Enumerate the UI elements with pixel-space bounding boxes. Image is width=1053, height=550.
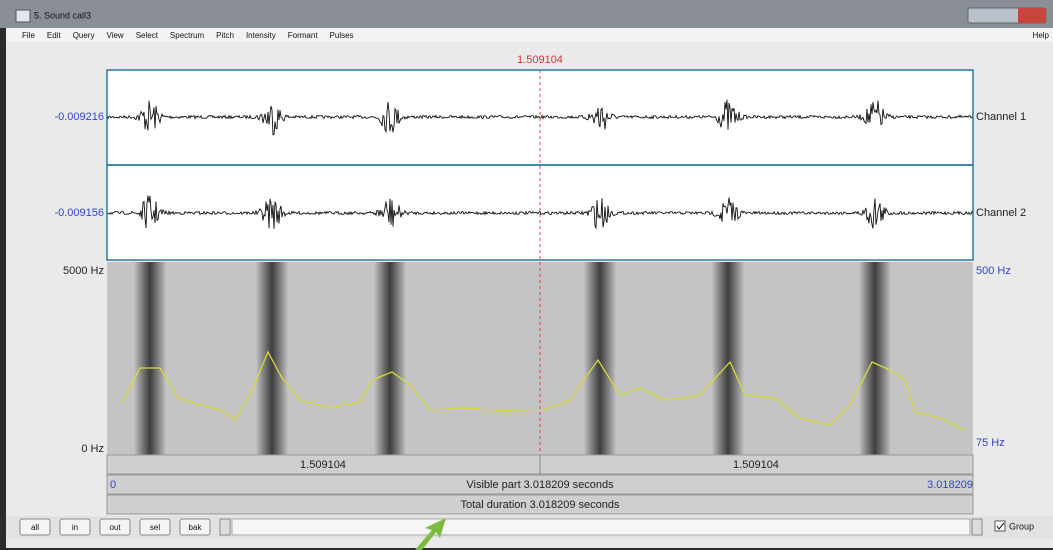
menu-item[interactable]: Formant	[288, 31, 319, 40]
menu-bar	[6, 28, 1053, 42]
window-icon	[16, 10, 30, 22]
praat-window: 5. Sound call3 File Edit Query View Select Sp…	[0, 0, 1053, 550]
scrollbar[interactable]	[232, 519, 970, 535]
title-bar	[0, 0, 1053, 28]
scroll-right[interactable]	[972, 519, 982, 535]
spectro-band	[374, 262, 406, 455]
channel-label: Channel 1	[976, 111, 1026, 123]
menu-item[interactable]: Pitch	[216, 31, 234, 40]
scroll-left[interactable]	[220, 519, 230, 535]
total-label: Total duration 3.018209 seconds	[460, 499, 620, 511]
button-label: sel	[150, 523, 160, 532]
cursor-time: 1.509104	[517, 54, 563, 66]
freq-bottom: 0 Hz	[81, 443, 104, 455]
menu-item[interactable]: Select	[136, 31, 159, 40]
menu-item[interactable]: Intensity	[246, 31, 276, 40]
button-label: all	[31, 523, 39, 532]
buttons: all in out sel bak	[20, 519, 210, 535]
group-checkbox[interactable]	[995, 521, 1005, 531]
pitch-bottom: 75 Hz	[976, 437, 1005, 449]
time-label: 1.509104	[300, 459, 346, 471]
menu-item[interactable]: Spectrum	[170, 31, 205, 40]
spectro-band	[134, 262, 166, 455]
visible-label: Visible part 3.018209 seconds	[466, 479, 614, 491]
menu-item[interactable]: Pulses	[330, 31, 354, 40]
visible-start: 0	[110, 479, 116, 491]
time-label: 1.509104	[733, 459, 779, 471]
menu-item[interactable]: Edit	[47, 31, 62, 40]
button-label: out	[109, 523, 121, 532]
button-label: in	[72, 523, 78, 532]
group-label: Group	[1009, 521, 1034, 531]
channel-value: -0.009156	[54, 207, 104, 219]
window-title: 5. Sound call3	[34, 10, 91, 20]
pitch-top: 500 Hz	[976, 265, 1011, 277]
close-button[interactable]	[1018, 8, 1046, 23]
menu: File Edit Query View Select Spectrum Pitch Inte…	[22, 31, 354, 40]
button-label: bak	[189, 523, 203, 532]
channel-label: Channel 2	[976, 207, 1026, 219]
visible-end: 3.018209	[927, 479, 973, 491]
menu-item[interactable]: Query	[73, 31, 95, 40]
freq-top: 5000 Hz	[63, 265, 104, 277]
spectro-band	[584, 262, 616, 455]
menu-item[interactable]: Help	[1033, 31, 1050, 40]
spectro-band	[712, 262, 744, 455]
spectro-band	[859, 262, 891, 455]
channel-value: -0.009216	[54, 111, 104, 123]
menu-item[interactable]: View	[106, 31, 123, 40]
menu-item[interactable]: File	[22, 31, 35, 40]
